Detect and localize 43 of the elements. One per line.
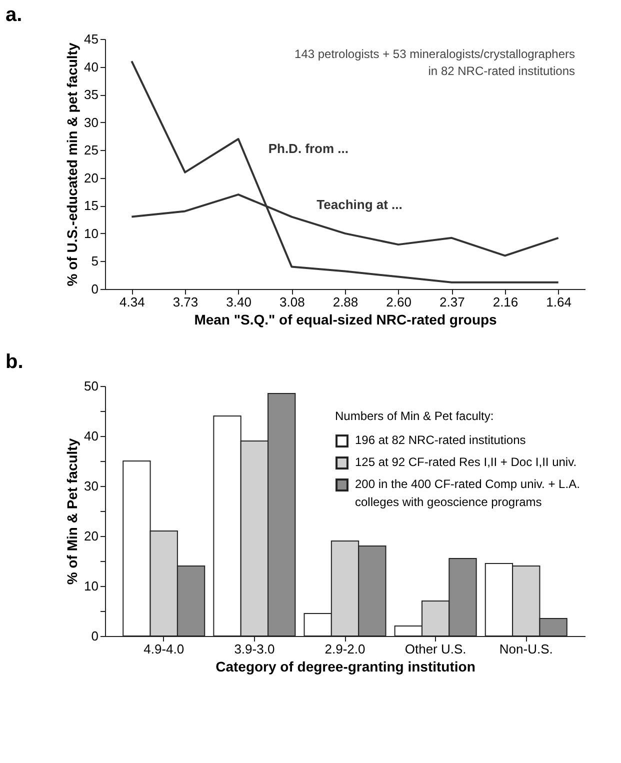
y-tick-label: 40 xyxy=(84,59,98,74)
x-tick-label: Other U.S. xyxy=(404,642,466,656)
y-tick-label: 40 xyxy=(84,428,98,444)
x-tick-label: 2.37 xyxy=(440,294,465,310)
x-tick-label: 2.88 xyxy=(332,294,358,310)
legend-title: Numbers of Min & Pet faculty: xyxy=(335,409,494,423)
y-tick-label: 15 xyxy=(84,198,98,214)
y-tick-label: 0 xyxy=(91,282,98,296)
x-tick-label: 3.73 xyxy=(172,294,198,310)
chart-title: a. xyxy=(6,4,22,26)
y-tick-label: 50 xyxy=(84,378,98,394)
x-tick-label: 1.64 xyxy=(546,294,572,310)
annotation: 143 petrologists + 53 mineralogists/crystallographers in 82 NRC-rated institutions xyxy=(294,47,575,78)
x-tick-label: 2.16 xyxy=(492,294,518,310)
y-tick-label: 0 xyxy=(91,628,98,644)
legend-label: 125 at 92 CF-rated Res I,II + Doc I,II univ. xyxy=(355,455,577,469)
series-label: Teaching at ... xyxy=(316,196,402,212)
series-label: Ph.D. from ... xyxy=(268,141,349,156)
x-tick-label: 3.9-3.0 xyxy=(234,642,275,656)
y-tick-label: 5 xyxy=(91,254,98,269)
x-tick-label: Non-U.S. xyxy=(499,642,553,656)
x-axis-title: Category of degree-granting institution xyxy=(216,658,476,674)
x-tick-label: 3.40 xyxy=(226,294,252,310)
y-tick-label: 10 xyxy=(84,578,98,594)
y-tick-label: 35 xyxy=(84,87,98,102)
y-tick-label: 45 xyxy=(84,32,98,46)
legend-label: 200 in the 400 CF-rated Comp univ. + L.A. colleges with geoscience programs xyxy=(355,477,580,509)
y-tick-label: 30 xyxy=(84,114,98,130)
x-tick-label: 3.08 xyxy=(280,294,305,310)
y-tick-label: 10 xyxy=(84,226,98,241)
y-tick-label: 20 xyxy=(84,170,98,186)
x-tick-label: 2.60 xyxy=(386,294,412,310)
y-axis-title: % of Min & Pet faculty xyxy=(64,438,80,585)
x-axis-title: Mean "S.Q." of equal-sized NRC-rated groups xyxy=(194,312,498,328)
legend-label: 196 at 82 NRC-rated institutions xyxy=(355,433,526,447)
chart-title: b. xyxy=(6,351,24,373)
y-axis-title: % of U.S.-educated min & pet faculty xyxy=(64,42,80,286)
x-tick-label: 2.9-2.0 xyxy=(324,642,366,656)
y-tick-label: 25 xyxy=(84,142,98,158)
y-tick-label: 30 xyxy=(84,478,98,494)
y-tick-label: 20 xyxy=(84,528,98,544)
x-tick-label: 4.9-4.0 xyxy=(144,642,184,656)
x-tick-label: 4.34 xyxy=(120,294,145,310)
